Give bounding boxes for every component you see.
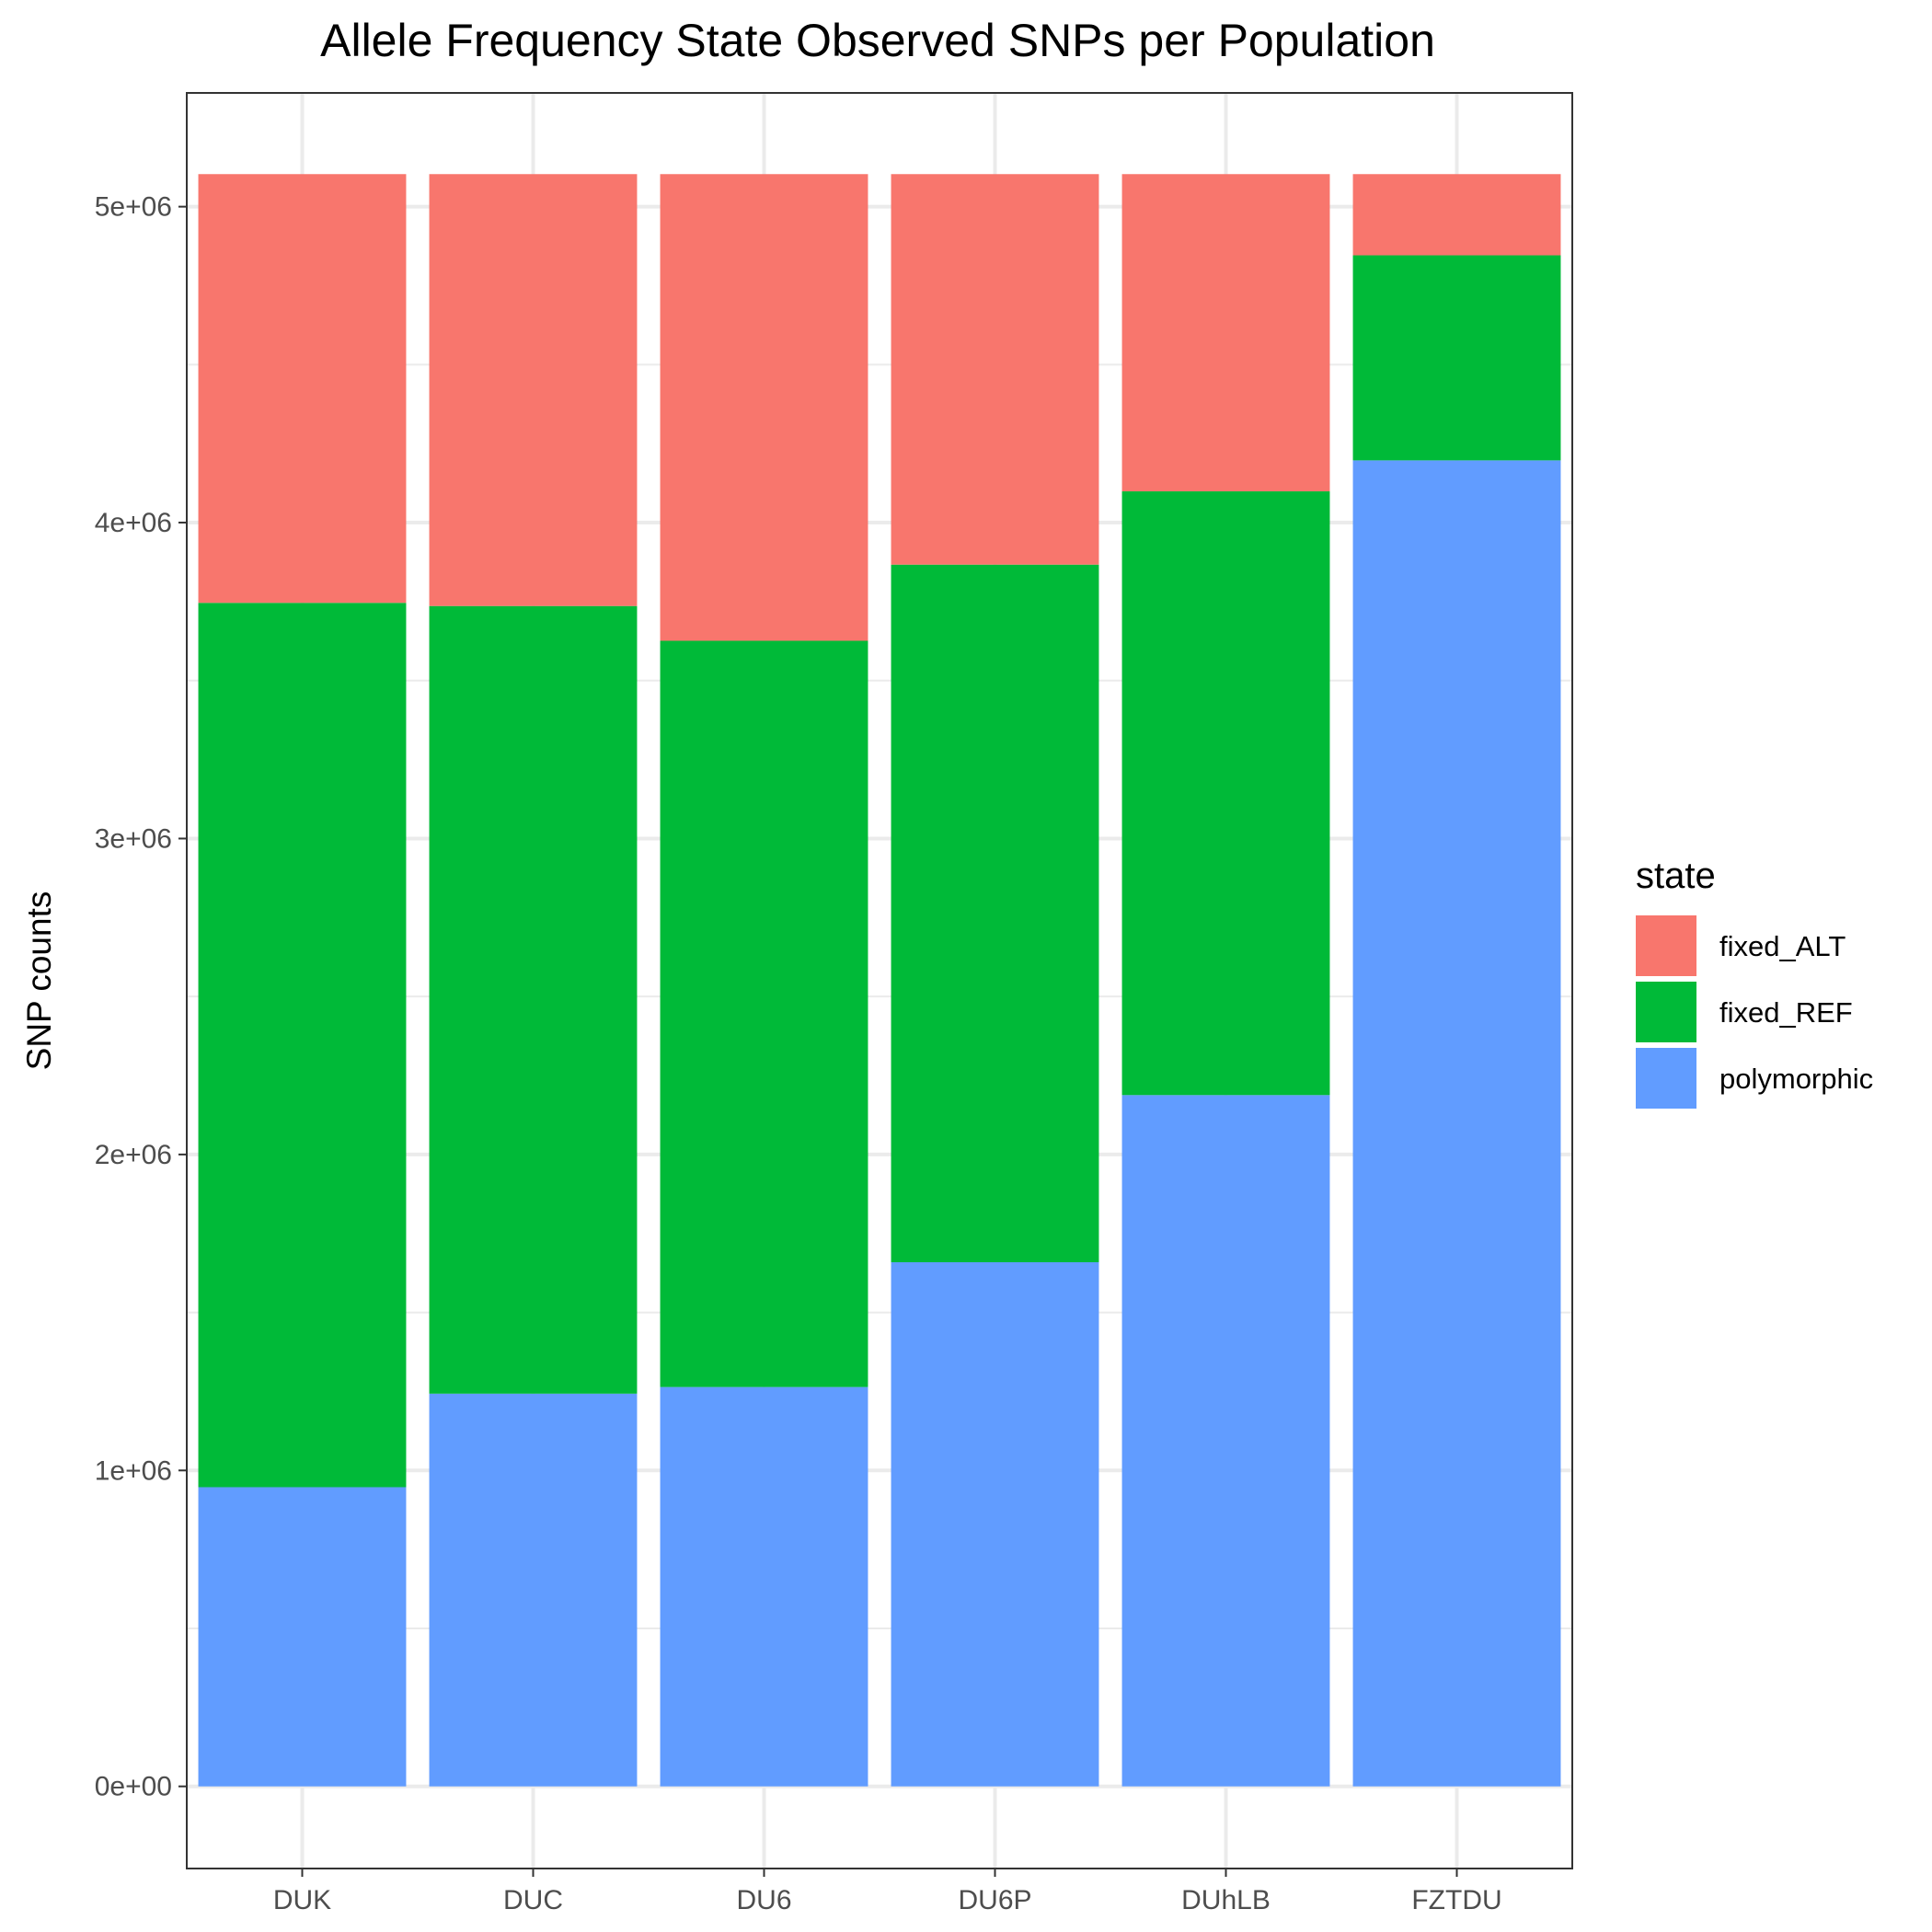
y-tick-label: 1e+06 [95, 1455, 172, 1486]
bar-segment-fixed_REF-DUhLB [1121, 491, 1330, 1096]
x-tick-label: DUC [503, 1885, 563, 1915]
y-axis-title: SNP counts [20, 891, 58, 1071]
bar-segment-polymorphic-DUhLB [1121, 1095, 1330, 1787]
bar-segment-fixed_ALT-DU6P [891, 174, 1099, 565]
legend-title: state [1636, 856, 1716, 896]
y-axis: 0e+00 1e+06 2e+06 3e+06 4e+06 5e+06 [95, 192, 187, 1802]
bar-segment-fixed_REF-FZTDU [1352, 255, 1561, 461]
legend: state fixed_ALT fixed_REF polymorphic [1636, 856, 1873, 1109]
legend-key-polymorphic [1636, 1048, 1696, 1109]
plot-panel-border [186, 92, 1573, 1869]
y-tick-label: 5e+06 [95, 192, 172, 223]
y-tick-label: 3e+06 [95, 823, 172, 854]
bar-segment-polymorphic-DUC [429, 1393, 638, 1787]
x-tick-label: DU6 [736, 1885, 791, 1915]
y-tick-label: 2e+06 [95, 1140, 172, 1170]
bar-segment-fixed_ALT-DU6 [660, 174, 868, 641]
bar-segment-fixed_ALT-DUK [198, 174, 407, 604]
bar-segment-fixed_REF-DUK [198, 603, 407, 1488]
bar-segment-polymorphic-DU6P [891, 1261, 1099, 1787]
bar-segment-fixed_REF-DU6P [891, 564, 1099, 1262]
x-tick-label: DUK [273, 1885, 331, 1915]
legend-key-fixed_REF [1636, 982, 1696, 1042]
legend-label-polymorphic: polymorphic [1719, 1063, 1873, 1095]
bar-segment-fixed_ALT-FZTDU [1352, 174, 1561, 256]
x-tick-label: DU6P [958, 1885, 1031, 1915]
y-tick-label: 0e+00 [95, 1772, 172, 1802]
bar-segment-fixed_ALT-DUhLB [1121, 174, 1330, 492]
bar-segment-polymorphic-DUK [198, 1487, 407, 1787]
x-tick-label: FZTDU [1411, 1885, 1501, 1915]
bar-segment-fixed_REF-DU6 [660, 640, 868, 1387]
legend-label-fixed_ALT: fixed_ALT [1719, 930, 1846, 962]
plot-panel-background [187, 93, 1572, 1869]
legend-key-fixed_ALT [1636, 915, 1696, 976]
legend-label-fixed_REF: fixed_REF [1719, 996, 1853, 1029]
x-tick-label: DUhLB [1181, 1885, 1271, 1915]
bar-segment-fixed_ALT-DUC [429, 174, 638, 606]
bar-segment-polymorphic-FZTDU [1352, 460, 1561, 1787]
bars [198, 174, 1561, 1787]
chart-title: Allele Frequency State Observed SNPs per… [320, 15, 1435, 66]
bar-segment-fixed_REF-DUC [429, 605, 638, 1394]
y-tick-label: 4e+06 [95, 508, 172, 538]
bar-segment-polymorphic-DU6 [660, 1386, 868, 1787]
x-axis: DUK DUC DU6 DU6P DUhLB FZTDU [273, 1869, 1502, 1915]
